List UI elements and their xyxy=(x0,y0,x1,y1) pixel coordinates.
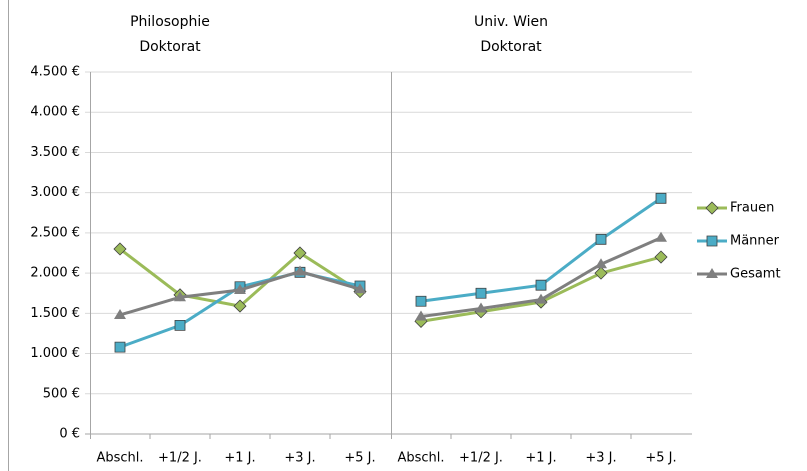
x-tick-label: +3 J. xyxy=(284,451,315,466)
marker-triangle xyxy=(234,284,246,295)
x-tick-label: Abschl. xyxy=(96,451,143,466)
x-tick-label: +1/2 J. xyxy=(158,451,202,466)
marker-triangle xyxy=(595,258,607,269)
marker-square xyxy=(706,235,718,247)
marker-triangle xyxy=(706,268,718,278)
x-tick-label: +5 J. xyxy=(645,451,676,466)
marker-diamond xyxy=(293,246,307,260)
y-tick-label: 1.500 € xyxy=(30,306,80,321)
panel-title: Philosophie xyxy=(130,14,210,30)
marker-square xyxy=(415,295,427,307)
marker-triangle xyxy=(294,265,306,276)
marker-triangle xyxy=(354,283,366,294)
marker-diamond xyxy=(654,250,668,264)
marker-square xyxy=(595,233,607,245)
panel-title: Univ. Wien xyxy=(474,14,548,30)
y-tick-label: 2.000 € xyxy=(30,266,80,281)
legend-label: Männer xyxy=(730,234,780,249)
marker-square xyxy=(655,192,667,204)
panel-title: Doktorat xyxy=(139,39,201,55)
marker-diamond xyxy=(113,242,127,256)
marker-diamond xyxy=(594,266,608,280)
legend-label: Frauen xyxy=(730,201,774,216)
legend-label: Gesamt xyxy=(730,267,781,282)
marker-square xyxy=(475,287,487,299)
marker-triangle xyxy=(535,293,547,304)
y-tick-label: 3.000 € xyxy=(30,185,80,200)
marker-triangle xyxy=(174,291,186,302)
marker-square xyxy=(114,341,126,353)
marker-square xyxy=(174,319,186,331)
marker-triangle xyxy=(655,231,667,242)
x-tick-label: Abschl. xyxy=(397,451,444,466)
y-tick-label: 4.500 € xyxy=(30,65,80,80)
marker-triangle xyxy=(114,308,126,319)
y-tick-label: 4.000 € xyxy=(30,105,80,120)
x-tick-label: +3 J. xyxy=(585,451,616,466)
x-tick-label: +1/2 J. xyxy=(459,451,503,466)
marker-triangle xyxy=(415,310,427,321)
panel-title: Doktorat xyxy=(480,39,542,55)
x-tick-label: +1 J. xyxy=(525,451,556,466)
y-tick-label: 2.500 € xyxy=(30,225,80,240)
x-tick-label: +5 J. xyxy=(344,451,375,466)
y-tick-label: 0 € xyxy=(59,427,80,442)
y-tick-label: 3.500 € xyxy=(30,145,80,160)
marker-diamond xyxy=(233,299,247,313)
marker-triangle xyxy=(475,302,487,313)
marker-diamond xyxy=(705,201,719,215)
y-tick-label: 500 € xyxy=(43,386,80,401)
y-tick-label: 1.000 € xyxy=(30,346,80,361)
marker-square xyxy=(535,279,547,291)
x-tick-label: +1 J. xyxy=(224,451,255,466)
